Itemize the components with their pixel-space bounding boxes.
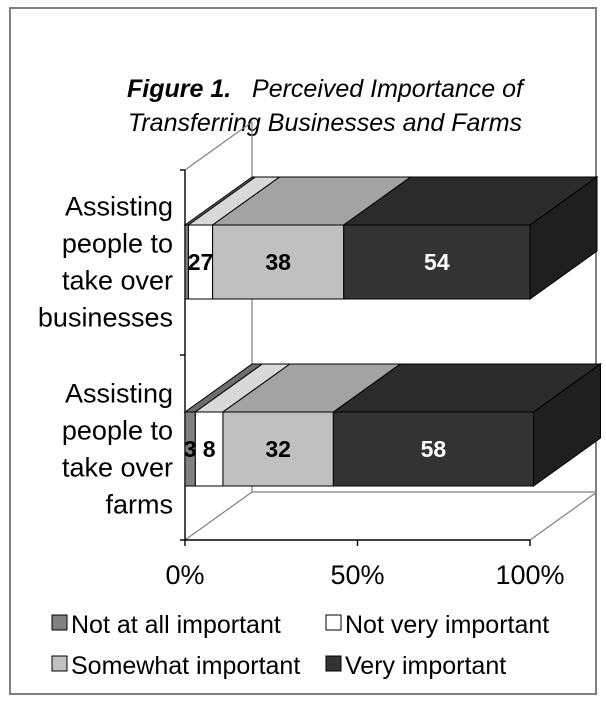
bar-side-0 xyxy=(529,176,598,300)
value-label-1-3: 58 xyxy=(421,436,447,462)
legend: Not at all important Not very important So… xyxy=(51,611,549,680)
category-label-line-0-3: businesses xyxy=(38,303,173,333)
labels: 27 38 54 Assisting people to take over busines… xyxy=(38,192,450,520)
category-label-1: Assisting people to take over farms xyxy=(62,379,173,520)
bar-front-1-3 xyxy=(332,411,534,487)
bar-front-0-3 xyxy=(343,224,531,300)
side-wall-top xyxy=(184,121,253,171)
value-label-1-2: 32 xyxy=(265,436,291,462)
category-label-line-0-1: people to xyxy=(62,229,173,259)
category-label-0: Assisting people to take over businesses xyxy=(38,192,173,333)
legend-label-0: Not at all important xyxy=(71,611,281,639)
legend-swatch-2 xyxy=(51,655,68,672)
chart-title-line1: Figure 1. Perceived Importance of xyxy=(127,75,526,103)
bar-front-0-1 xyxy=(187,224,214,300)
chart-title-spacer xyxy=(231,75,252,103)
value-label-1-0: 3 xyxy=(184,436,197,462)
bar-front-1-1 xyxy=(194,411,224,487)
floor-left-edge xyxy=(184,491,253,541)
chart-title-label: Figure 1. xyxy=(127,75,231,103)
x-tick-label-2: 100% xyxy=(495,560,564,590)
category-label-line-1-2: take over xyxy=(62,453,173,483)
category-label-line-0-0: Assisting xyxy=(65,192,173,222)
chart-border xyxy=(9,7,597,695)
chart-title-text: Perceived Importance of xyxy=(252,75,526,103)
bar-front-0-2 xyxy=(212,224,345,300)
legend-label-3: Very important xyxy=(345,652,506,680)
legend-label-2: Somewhat important xyxy=(71,652,300,680)
chart-title-line2: Transferring Businesses and Farms xyxy=(128,109,522,137)
bar-side-1 xyxy=(533,363,601,487)
legend-swatch-3 xyxy=(325,655,342,672)
x-tick-label-0: 0% xyxy=(165,560,204,590)
x-tick-label-1: 50% xyxy=(330,560,384,590)
value-label-0-2: 38 xyxy=(265,249,291,275)
bars xyxy=(183,176,603,487)
bar-front-1-2 xyxy=(222,411,334,487)
legend-swatch-0 xyxy=(51,614,68,631)
category-label-line-1-1: people to xyxy=(62,416,173,446)
category-label-line-0-2: take over xyxy=(62,266,173,296)
value-label-0-3: 54 xyxy=(424,249,450,275)
legend-swatch-1 xyxy=(325,614,342,631)
category-label-line-1-0: Assisting xyxy=(65,379,173,409)
floor-right-edge xyxy=(529,491,598,541)
category-label-line-1-3: farms xyxy=(106,490,174,520)
legend-label-1: Not very important xyxy=(345,611,549,639)
value-label-1-1: 8 xyxy=(203,436,216,462)
value-label-0-1: 27 xyxy=(188,249,214,275)
